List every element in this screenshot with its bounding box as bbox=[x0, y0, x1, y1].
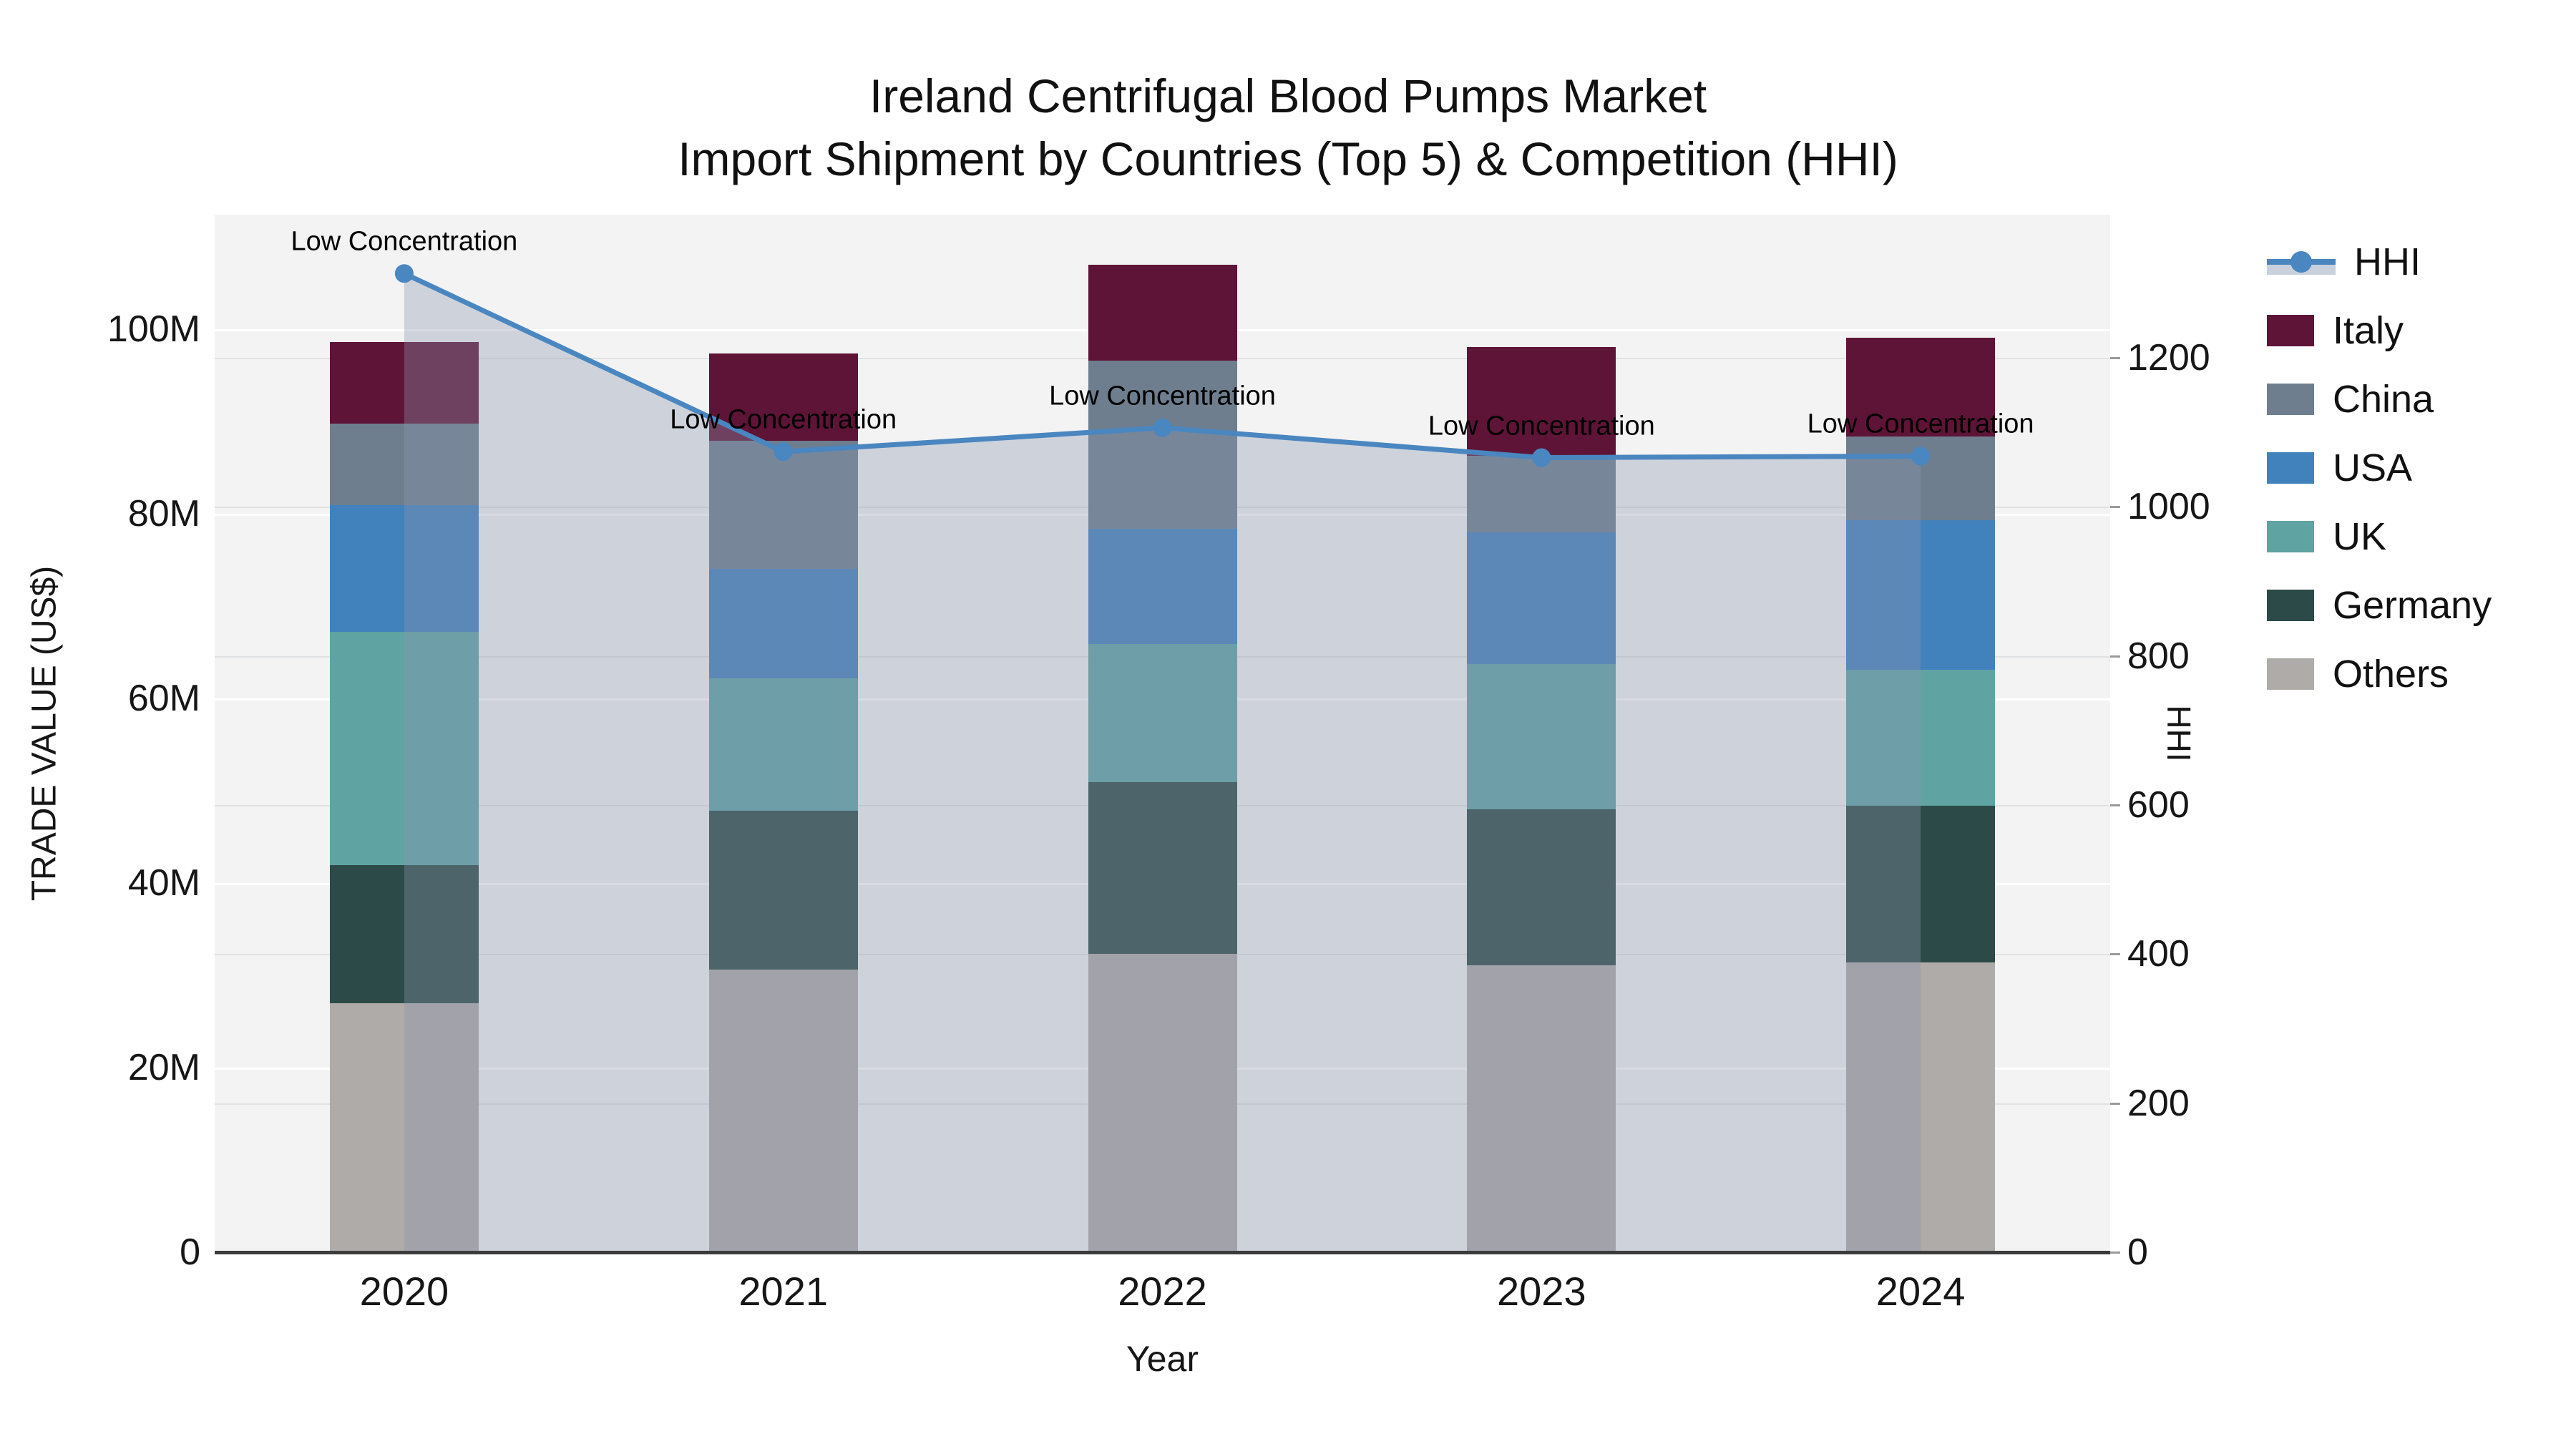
y-axis-right-title: HHI bbox=[2160, 705, 2197, 762]
legend-label-italy: Italy bbox=[2333, 309, 2404, 352]
bar-2022-usa[interactable] bbox=[1088, 528, 1237, 644]
y-right-tick-400: 400 bbox=[2127, 933, 2190, 975]
y-right-tick-200: 200 bbox=[2127, 1082, 2190, 1124]
hhi-marker-2023[interactable] bbox=[1532, 448, 1551, 467]
legend-swatch-china-icon bbox=[2267, 384, 2314, 415]
x-axis-title: Year bbox=[1126, 1339, 1199, 1379]
y-right-tickmark-400 bbox=[2110, 953, 2120, 956]
legend-label-hhi: HHI bbox=[2354, 240, 2421, 283]
bar-2023-others[interactable] bbox=[1467, 965, 1616, 1252]
y-left-tick-100M: 100M bbox=[107, 308, 200, 350]
bar-2023-usa[interactable] bbox=[1467, 532, 1616, 665]
annotation-low-concentration-2024: Low Concentration bbox=[1807, 409, 2034, 439]
x-tick-2022: 2022 bbox=[1118, 1269, 1207, 1314]
bar-2020-china[interactable] bbox=[329, 423, 479, 506]
legend-label-usa: USA bbox=[2333, 447, 2413, 489]
annotation-low-concentration-2020: Low Concentration bbox=[291, 226, 518, 257]
y-right-tick-800: 800 bbox=[2127, 635, 2190, 677]
hhi-line-swatch-icon bbox=[2267, 246, 2336, 278]
legend-item-uk[interactable]: UK bbox=[2267, 502, 2492, 571]
bar-2020-germany[interactable] bbox=[329, 865, 479, 1003]
y-right-tickmark-1200 bbox=[2110, 356, 2120, 359]
bar-2020-others[interactable] bbox=[329, 1002, 479, 1252]
hhi-marker-2021[interactable] bbox=[774, 442, 793, 462]
chart-title-line2: Import Shipment by Countries (Top 5) & C… bbox=[678, 132, 1898, 185]
y-right-tick-1200: 1200 bbox=[2127, 336, 2210, 379]
y-left-tick-40M: 40M bbox=[127, 862, 200, 904]
bar-2024-uk[interactable] bbox=[1846, 670, 1996, 806]
bar-2023-italy[interactable] bbox=[1467, 346, 1616, 456]
y-left-tick-60M: 60M bbox=[127, 678, 200, 719]
legend-label-others: Others bbox=[2333, 653, 2449, 696]
legend-label-uk: UK bbox=[2333, 515, 2387, 558]
hhi-marker-2024[interactable] bbox=[1911, 447, 1931, 466]
bar-2023-germany[interactable] bbox=[1467, 809, 1616, 965]
y-right-tickmark-0 bbox=[2110, 1252, 2120, 1254]
y-left-tick-20M: 20M bbox=[127, 1047, 200, 1088]
legend-swatch-germany-icon bbox=[2267, 590, 2314, 621]
bar-2022-uk[interactable] bbox=[1088, 643, 1237, 783]
y-axis-left-title: TRADE VALUE (US$) bbox=[25, 565, 64, 902]
y-right-tick-600: 600 bbox=[2127, 784, 2190, 826]
y-right-tickmark-600 bbox=[2110, 804, 2120, 806]
legend-swatch-others-icon bbox=[2267, 658, 2314, 690]
bar-2020-usa[interactable] bbox=[329, 505, 479, 633]
y-right-tickmark-200 bbox=[2110, 1102, 2120, 1105]
bar-2020-italy[interactable] bbox=[329, 342, 479, 424]
legend-item-usa[interactable]: USA bbox=[2267, 434, 2492, 502]
x-tick-2023: 2023 bbox=[1497, 1269, 1586, 1314]
legend-swatch-usa-icon bbox=[2267, 452, 2314, 484]
plot-area bbox=[215, 215, 2110, 1252]
y-left-tick-80M: 80M bbox=[127, 493, 200, 535]
bar-2023-china[interactable] bbox=[1467, 455, 1616, 532]
legend-item-others[interactable]: Others bbox=[2267, 640, 2492, 708]
legend-item-italy[interactable]: Italy bbox=[2267, 296, 2492, 365]
legend: HHI Italy China USA UK Germany Others bbox=[2267, 228, 2492, 708]
bar-2021-usa[interactable] bbox=[708, 569, 858, 678]
y-right-tickmark-1000 bbox=[2110, 506, 2120, 509]
hhi-area-fill bbox=[404, 273, 1921, 1252]
bar-2023-uk[interactable] bbox=[1467, 664, 1616, 809]
annotation-low-concentration-2023: Low Concentration bbox=[1428, 411, 1655, 441]
bar-2021-others[interactable] bbox=[708, 970, 858, 1252]
bar-2022-germany[interactable] bbox=[1088, 782, 1237, 955]
hhi-marker-2022[interactable] bbox=[1153, 418, 1172, 437]
bar-2024-germany[interactable] bbox=[1846, 805, 1996, 962]
legend-item-china[interactable]: China bbox=[2267, 365, 2492, 434]
hhi-marker-2020[interactable] bbox=[394, 264, 414, 283]
bar-2024-italy[interactable] bbox=[1846, 337, 1996, 436]
legend-swatch-italy-icon bbox=[2267, 315, 2314, 346]
y-right-tick-1000: 1000 bbox=[2127, 486, 2210, 528]
y-right-tickmark-800 bbox=[2110, 655, 2120, 658]
bar-2022-china[interactable] bbox=[1088, 360, 1237, 529]
bar-2022-others[interactable] bbox=[1088, 954, 1237, 1252]
bar-2021-china[interactable] bbox=[708, 441, 858, 570]
bar-2021-germany[interactable] bbox=[708, 811, 858, 970]
legend-item-germany[interactable]: Germany bbox=[2267, 571, 2492, 640]
x-axis-line bbox=[215, 1251, 2110, 1254]
annotation-low-concentration-2022: Low Concentration bbox=[1049, 381, 1276, 411]
chart-title-line1: Ireland Centrifugal Blood Pumps Market bbox=[869, 69, 1707, 122]
bar-2024-usa[interactable] bbox=[1846, 520, 1996, 670]
legend-label-china: China bbox=[2333, 378, 2434, 421]
bar-2024-others[interactable] bbox=[1846, 962, 1996, 1252]
y-right-tick-0: 0 bbox=[2127, 1231, 2148, 1273]
bar-2021-uk[interactable] bbox=[708, 678, 858, 811]
x-tick-2020: 2020 bbox=[359, 1269, 449, 1314]
hhi-marker-sample bbox=[2290, 251, 2312, 273]
annotation-low-concentration-2021: Low Concentration bbox=[670, 404, 897, 435]
y-left-tick-0: 0 bbox=[180, 1231, 200, 1273]
x-tick-2021: 2021 bbox=[738, 1269, 828, 1314]
x-tick-2024: 2024 bbox=[1875, 1269, 1966, 1314]
bar-2022-italy[interactable] bbox=[1088, 264, 1237, 361]
legend-swatch-uk-icon bbox=[2267, 521, 2314, 552]
legend-label-germany: Germany bbox=[2333, 584, 2492, 627]
legend-item-hhi[interactable]: HHI bbox=[2267, 228, 2492, 296]
bar-2020-uk[interactable] bbox=[329, 632, 479, 866]
